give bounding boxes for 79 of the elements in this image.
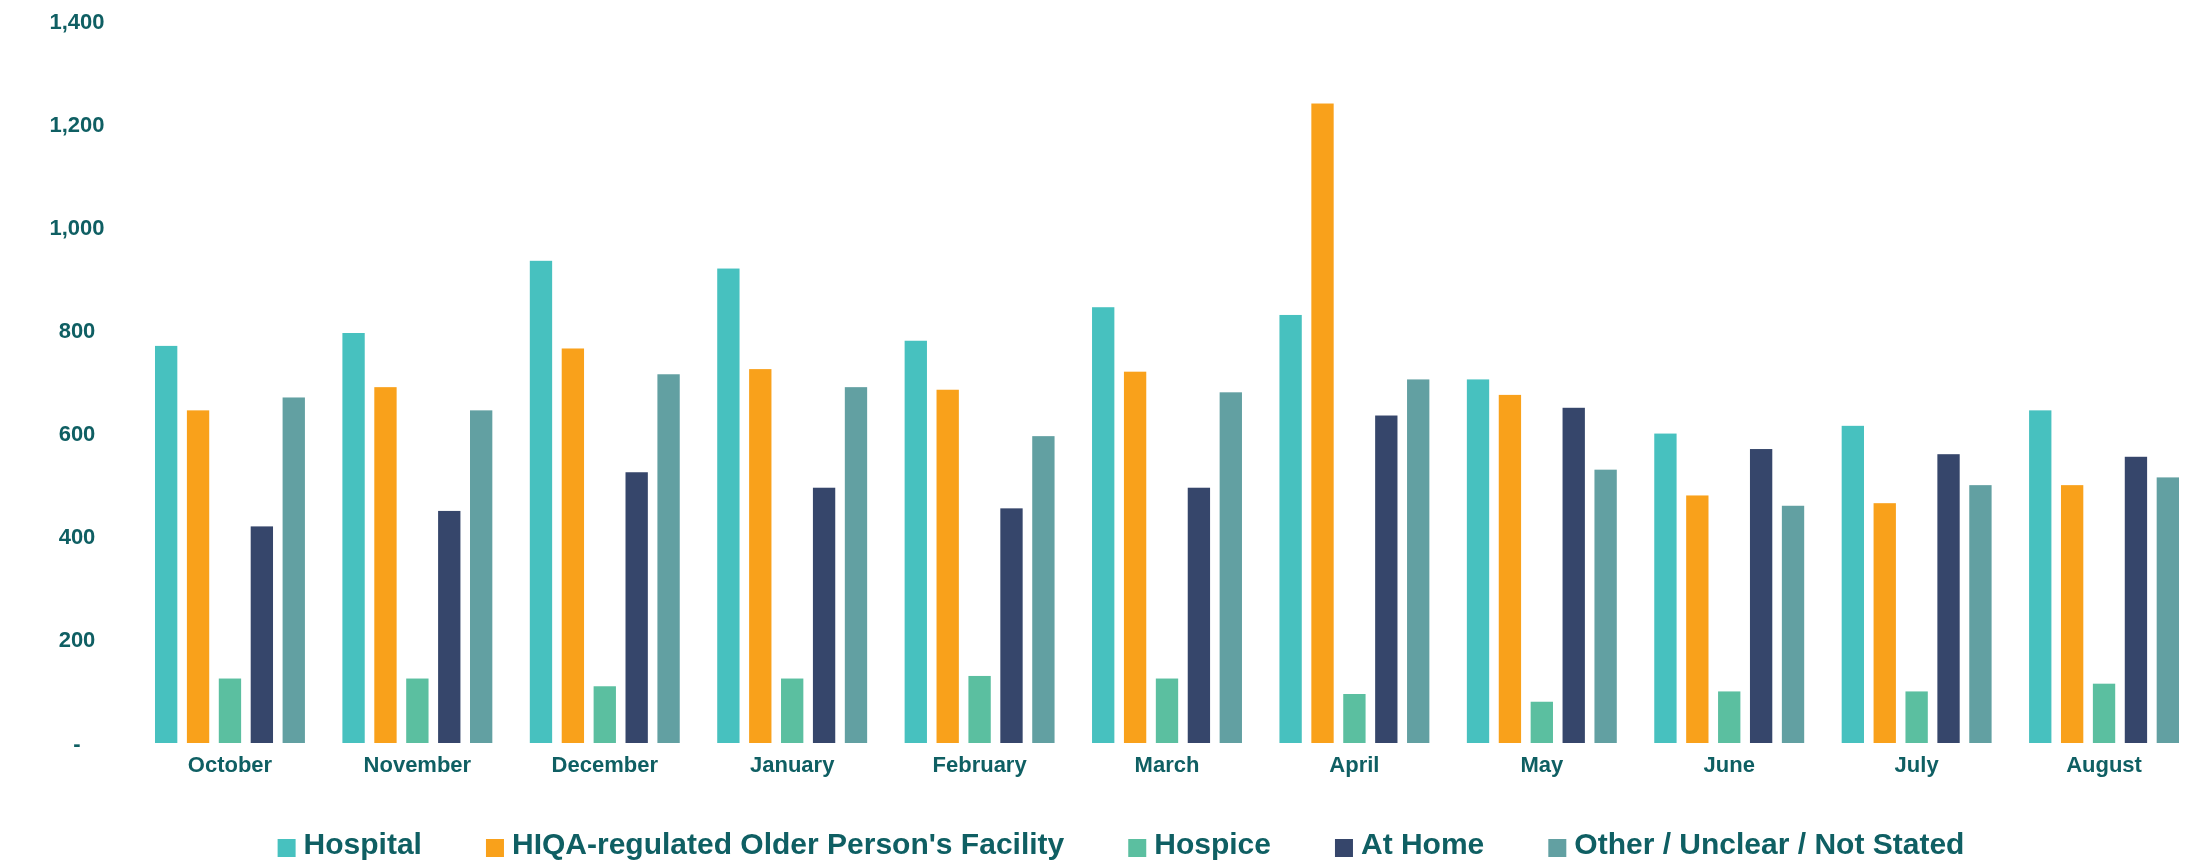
bar xyxy=(438,510,461,743)
bar xyxy=(1343,694,1366,743)
bar xyxy=(1407,379,1430,743)
bar xyxy=(1032,436,1055,743)
bar xyxy=(1905,691,1928,743)
bar xyxy=(342,333,365,743)
bar xyxy=(781,678,804,743)
y-tick-label: 200 xyxy=(58,627,96,653)
legend-label: At Home xyxy=(1360,827,1485,860)
bar xyxy=(470,410,493,743)
bar xyxy=(1562,407,1585,743)
y-tick-label: - xyxy=(73,730,81,756)
bar xyxy=(1841,425,1864,743)
legend-label: HIQA-regulated Older Person's Facility xyxy=(511,827,1065,860)
bar xyxy=(1498,394,1522,743)
bar xyxy=(282,397,305,743)
x-tick-label: December xyxy=(551,752,659,777)
bar xyxy=(593,686,616,743)
bar xyxy=(657,374,680,743)
bar xyxy=(1092,307,1115,743)
legend-label: Other / Unclear / Not Stated xyxy=(1574,827,1965,860)
bar xyxy=(1187,487,1211,743)
y-tick-label: 1,000 xyxy=(49,214,105,240)
x-tick-label: January xyxy=(749,752,836,777)
x-tick-label: February xyxy=(932,752,1028,777)
bar xyxy=(1969,485,1992,743)
bar xyxy=(844,387,868,743)
bar xyxy=(250,526,274,743)
y-tick-label: 400 xyxy=(58,524,96,550)
x-tick-label: August xyxy=(2066,752,2143,777)
bar xyxy=(1937,454,1960,743)
bar xyxy=(1000,508,1023,743)
bar xyxy=(186,410,210,743)
x-tick-label: November xyxy=(363,752,472,777)
bar xyxy=(936,389,959,743)
bar xyxy=(529,260,553,743)
bar xyxy=(561,348,585,743)
bar xyxy=(1279,314,1302,743)
bar xyxy=(1123,371,1147,743)
x-tick-label: June xyxy=(1703,752,1755,777)
bar xyxy=(374,387,397,743)
bar xyxy=(2124,456,2148,743)
bar xyxy=(1781,505,1805,743)
bar xyxy=(154,345,178,743)
bar xyxy=(1686,495,1709,743)
bar xyxy=(1594,469,1617,743)
bar xyxy=(218,678,242,743)
bar xyxy=(1654,433,1677,743)
bar xyxy=(1718,691,1741,743)
bar xyxy=(749,369,772,743)
bar xyxy=(1873,503,1896,743)
bar xyxy=(1219,392,1242,743)
y-tick-label: 1,200 xyxy=(49,111,105,137)
legend-label: Hospice xyxy=(1154,827,1271,860)
bar xyxy=(406,678,429,743)
bar xyxy=(1530,701,1553,743)
bar xyxy=(625,472,648,743)
bar xyxy=(2060,485,2084,743)
y-tick-label: 1,400 xyxy=(49,8,105,34)
y-tick-label: 600 xyxy=(58,421,96,447)
x-tick-label: October xyxy=(187,752,273,777)
bar xyxy=(2029,410,2052,743)
bar xyxy=(1749,449,1773,743)
bar xyxy=(2156,477,2180,743)
bar xyxy=(968,675,991,743)
bar xyxy=(1311,103,1334,743)
legend-label: Hospital xyxy=(303,827,422,860)
bar xyxy=(2092,683,2116,743)
y-tick-label: 800 xyxy=(58,317,96,343)
bar xyxy=(717,268,740,743)
bar xyxy=(904,340,927,743)
bar xyxy=(1375,415,1398,743)
bar xyxy=(1155,678,1179,743)
bar xyxy=(1466,379,1490,743)
x-tick-label: May xyxy=(1520,752,1564,777)
x-tick-label: March xyxy=(1134,752,1200,777)
x-tick-label: April xyxy=(1329,752,1380,777)
x-tick-label: July xyxy=(1894,752,1940,777)
bar xyxy=(812,487,836,743)
